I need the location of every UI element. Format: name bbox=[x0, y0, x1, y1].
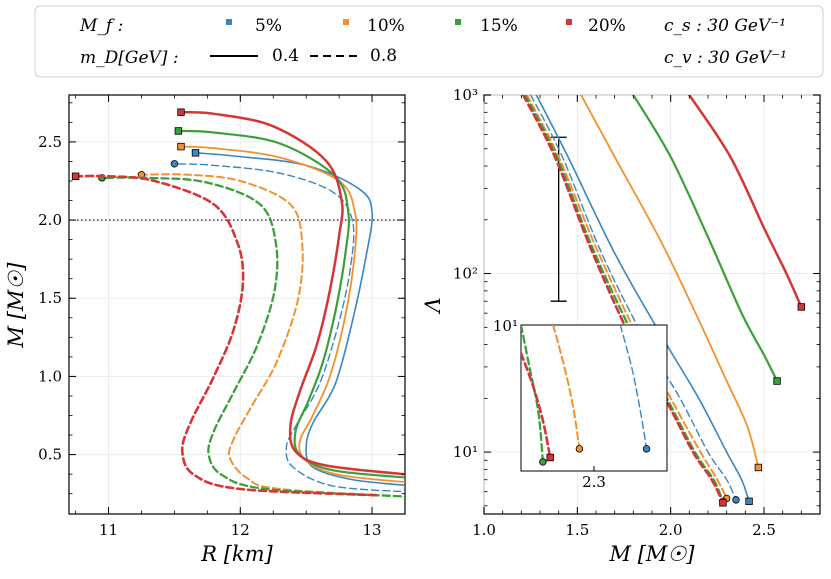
mr-ytick-label-1: 1.0 bbox=[38, 367, 62, 385]
inset-series-end-marker-2 bbox=[539, 458, 547, 466]
mr-series-line-4 bbox=[177, 129, 405, 479]
lambda-ytick-label-0: 10¹ bbox=[453, 443, 478, 461]
lambda-series-line-2 bbox=[580, 95, 760, 469]
inset-series-end-marker-1 bbox=[575, 445, 584, 453]
lambda-xtick-label-0: 1.0 bbox=[472, 521, 496, 539]
legend-entry-10pct: 10% bbox=[367, 16, 405, 36]
mr-series-line-0 bbox=[194, 152, 405, 487]
legend-marker-10pct bbox=[343, 19, 349, 25]
lambda-series-line-0 bbox=[535, 95, 750, 503]
mr-ytick-label-2: 1.5 bbox=[38, 289, 62, 307]
inset-series-line-1 bbox=[552, 325, 581, 450]
mr-series-end-marker-0 bbox=[191, 149, 200, 157]
mr-ytick-label-4: 2.5 bbox=[38, 133, 62, 151]
legend-entry-md-04: 0.4 bbox=[272, 46, 299, 66]
lambda-series-end-marker-4 bbox=[773, 377, 781, 385]
mr-series-line-7 bbox=[74, 174, 378, 497]
mr-series-line-6 bbox=[179, 110, 405, 476]
mr-series bbox=[71, 108, 405, 498]
lambda-inset: 2.3 10¹ bbox=[493, 317, 668, 491]
lambda-xtick-label-1: 1.5 bbox=[565, 521, 589, 539]
legend-entry-15pct: 15% bbox=[480, 16, 518, 36]
legend-cs: c_s : 30 GeV⁻¹ bbox=[664, 16, 786, 36]
lambda-series-line-6 bbox=[688, 95, 803, 309]
lambda-series-line-4 bbox=[632, 95, 779, 383]
mr-series-line-3 bbox=[140, 173, 405, 498]
mr-ticks: 11 12 13 0.5 1.0 1.5 2.0 2.5 bbox=[38, 95, 406, 539]
lambda-panel: 1.0 1.5 2.0 2.5 10¹ 10² 10³ M [M☉] Λ 2.3 10¹ bbox=[421, 86, 821, 566]
mr-xtick-label-2: 13 bbox=[363, 521, 382, 539]
lambda-series-end-marker-6 bbox=[797, 303, 806, 311]
lambda-ticks: 1.0 1.5 2.0 2.5 10¹ 10² 10³ bbox=[453, 86, 820, 539]
mr-series-end-marker-6 bbox=[177, 108, 185, 116]
lambda-xtick-label-3: 2.5 bbox=[752, 521, 776, 539]
inset-ticks: 2.3 10¹ bbox=[493, 317, 606, 491]
lambda-series-end-marker-1 bbox=[732, 496, 740, 504]
inset-series bbox=[521, 325, 651, 466]
mr-panel-frame bbox=[68, 94, 406, 515]
legend-marker-5pct bbox=[226, 19, 232, 25]
inset-series-line-3 bbox=[521, 351, 552, 459]
mr-xlabel: R [km] bbox=[200, 542, 273, 566]
legend-entry-20pct: 20% bbox=[588, 16, 626, 36]
legend-marker-20pct bbox=[566, 19, 572, 25]
mr-ylabel: M [M☉] bbox=[4, 262, 28, 349]
lambda-error-bar bbox=[550, 136, 567, 302]
mr-series-end-marker-1 bbox=[170, 160, 179, 168]
mr-ytick-label-0: 0.5 bbox=[38, 446, 62, 464]
legend-entry-md-08: 0.8 bbox=[370, 46, 397, 66]
legend-cv: c_v : 30 GeV⁻¹ bbox=[664, 48, 787, 68]
lambda-series-end-marker-0 bbox=[745, 497, 753, 506]
mr-ytick-label-3: 2.0 bbox=[38, 211, 62, 229]
inset-series-end-marker-0 bbox=[642, 445, 651, 453]
lambda-xlabel: M [M☉] bbox=[609, 542, 696, 566]
mr-xtick-label-0: 11 bbox=[99, 521, 118, 539]
lambda-series-end-marker-2 bbox=[754, 463, 763, 472]
lambda-ylabel: Λ bbox=[421, 297, 445, 314]
inset-series-end-marker-3 bbox=[546, 453, 554, 462]
lambda-series-end-marker-7 bbox=[719, 499, 727, 507]
inset-series-line-0 bbox=[619, 325, 648, 450]
mr-grid bbox=[69, 95, 405, 514]
legend-marker-15pct bbox=[455, 19, 461, 25]
inset-frame bbox=[520, 324, 668, 472]
mr-series-end-marker-7 bbox=[71, 172, 80, 180]
legend-md-label: m_D[GeV] : bbox=[80, 48, 179, 68]
mr-series-end-marker-4 bbox=[174, 127, 183, 135]
legend-mf-label: M_f : bbox=[79, 16, 123, 36]
inset-xtick-label: 2.3 bbox=[582, 473, 606, 491]
legend-entry-5pct: 5% bbox=[255, 16, 282, 36]
legend: M_f : m_D[GeV] : 5% 10% 15% 20% 0.4 0.8 … bbox=[34, 5, 824, 78]
lambda-ytick-label-1: 10² bbox=[453, 265, 478, 283]
lambda-ytick-label-2: 10³ bbox=[453, 86, 478, 104]
mr-panel: 11 12 13 0.5 1.0 1.5 2.0 2.5 R [km] M [M☉] bbox=[4, 94, 406, 566]
mr-series-end-marker-2 bbox=[177, 142, 185, 151]
inset-ytick-label: 10¹ bbox=[493, 317, 518, 335]
mr-xtick-label-1: 12 bbox=[231, 521, 250, 539]
mr-series-line-5 bbox=[100, 176, 405, 498]
mr-series-line-1 bbox=[173, 163, 405, 493]
lambda-xtick-label-2: 2.0 bbox=[659, 521, 683, 539]
